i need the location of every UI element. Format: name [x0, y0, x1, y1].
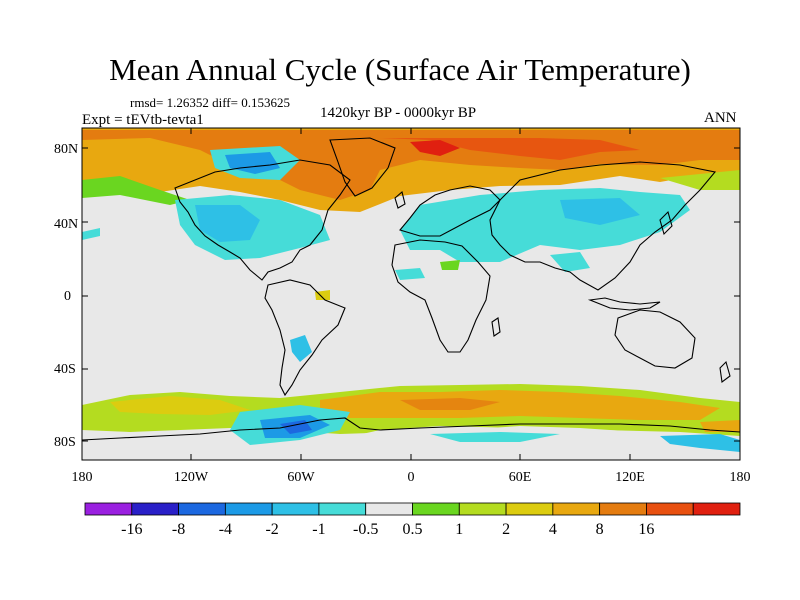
- colorbar-label: 1: [455, 521, 463, 538]
- season-label: ANN: [704, 110, 737, 126]
- lat-tick-label: 40S: [54, 362, 76, 377]
- north-america-coast: [174, 159, 351, 281]
- colorbar-label: 8: [596, 521, 604, 538]
- lon-tick-label: 120E: [615, 470, 645, 485]
- colorbar-box: [271, 502, 320, 516]
- colorbar-labels: -16 -8 -4 -2 -1 -0.5 0.5 1 2 4 8 16: [121, 521, 654, 538]
- southern-ocean-west-warm: [110, 396, 250, 415]
- arctic-greenish-edge: [82, 176, 190, 205]
- colorbar-boxes: [84, 502, 741, 516]
- colorbar-label: 4: [549, 521, 557, 538]
- southern-ocean-hot: [400, 398, 500, 410]
- greenland-coast: [329, 137, 396, 197]
- australia-coast: [614, 309, 696, 369]
- lon-tick-label: 60W: [287, 470, 315, 485]
- colorbar-label: -4: [219, 521, 232, 538]
- colorbar-box: [84, 502, 133, 516]
- lat-tick-label: 0: [64, 289, 71, 304]
- coastlines: [82, 137, 740, 441]
- lon-tick-label: 60E: [509, 470, 532, 485]
- colorbar-box: [692, 502, 741, 516]
- south-america-coast: [264, 279, 346, 397]
- latitude-axis: 80N 40N 0 40S 80S: [54, 142, 740, 450]
- colorbar-box: [224, 502, 273, 516]
- lon-tick-label: 0: [408, 470, 415, 485]
- north-america-colder: [195, 205, 260, 242]
- eurasia-colder: [560, 198, 640, 225]
- tropical-atlantic-warm: [315, 290, 330, 300]
- lat-tick-label: 80N: [54, 142, 78, 157]
- anomaly-field: [82, 128, 740, 460]
- colorbar-box: [458, 502, 507, 516]
- madagascar-coast: [491, 317, 501, 337]
- arctic-hot-spot: [410, 140, 460, 156]
- colorbar-box: [599, 502, 647, 516]
- colorbar: -16 -8 -4 -2 -1 -0.5 0.5 1 2 4 8 16: [84, 502, 741, 538]
- antarctica-coast: [82, 417, 740, 441]
- africa-cool-patch: [395, 268, 425, 280]
- lat-tick-label: 80S: [54, 435, 76, 450]
- colorbar-box: [412, 502, 460, 516]
- colorbar-box: [318, 502, 367, 516]
- colorbar-label: 0.5: [403, 521, 423, 538]
- colorbar-label: 2: [502, 521, 510, 538]
- antarctica-warm-edge: [700, 420, 740, 432]
- colorbar-label: -16: [121, 521, 142, 538]
- asia-green-patch: [440, 260, 460, 270]
- colorbar-label: 16: [638, 521, 654, 538]
- colorbar-label: -2: [265, 521, 278, 538]
- antarctica-east-cool: [82, 426, 740, 460]
- lon-tick-label: 180: [72, 470, 93, 485]
- europe-coast: [399, 185, 501, 237]
- arctic-greenish-east: [660, 170, 740, 190]
- uk-coast: [394, 191, 406, 209]
- lon-tick-label: 120W: [174, 470, 209, 485]
- colorbar-box: [365, 502, 413, 516]
- period-label: 1420kyr BP - 0000kyr BP: [320, 105, 477, 121]
- colorbar-label: -1: [312, 521, 325, 538]
- indonesia-coast: [587, 297, 661, 311]
- colorbar-label: -8: [172, 521, 185, 538]
- lon-tick-label: 180: [730, 470, 751, 485]
- asia-coast: [489, 161, 717, 291]
- map-title: Mean Annual Cycle (Surface Air Temperatu…: [109, 52, 691, 87]
- colorbar-label: -0.5: [353, 521, 378, 538]
- japan-coast: [659, 210, 673, 236]
- pacific-cool-strip: [82, 228, 100, 240]
- colorbar-box: [505, 502, 554, 516]
- colorbar-box: [646, 502, 694, 516]
- antarctica-east-cool-strip: [430, 432, 560, 442]
- experiment-label: Expt = tEVtb-tevta1: [82, 112, 204, 128]
- south-america-cool: [290, 335, 312, 362]
- india-cool-patch: [550, 252, 590, 272]
- colorbar-box: [131, 502, 179, 516]
- colorbar-box: [552, 502, 601, 516]
- new-zealand-coast: [719, 360, 731, 383]
- rmsd-diff-stats: rmsd= 1.26352 diff= 0.153625: [130, 95, 290, 110]
- colorbar-box: [178, 502, 226, 516]
- longitude-axis: 180 120W 60W 0 60E 120E 180: [72, 128, 751, 485]
- lat-tick-label: 40N: [54, 217, 78, 232]
- africa-coast: [391, 239, 491, 353]
- southern-ocean-warm-core: [320, 390, 720, 420]
- antarctica-far-east-cool: [660, 434, 740, 452]
